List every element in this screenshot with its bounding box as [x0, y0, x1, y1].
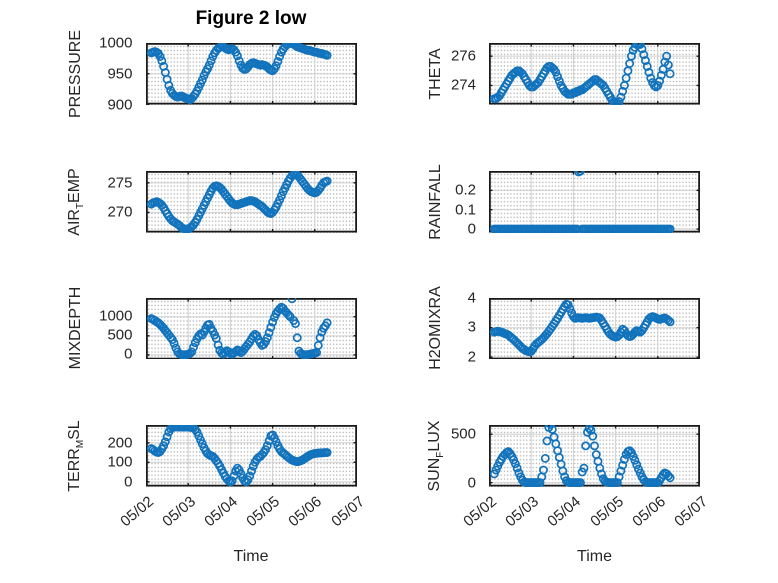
ytick-label-terrmsl: 0: [124, 473, 133, 491]
data-markers-terrmsl: [146, 425, 332, 487]
plot-area-pressure: [145, 43, 357, 105]
subplot-terrmsl: TERRMSL 0 100 200 05/02 05/03 05/04 05/05 05/06 0…: [65, 420, 367, 530]
plot-svg-mixdepth: [145, 297, 357, 359]
ytick-label-airtemp: 270: [107, 203, 133, 221]
ytick-label-theta: 276: [450, 47, 476, 65]
ytick-label-h2omixra: 3: [467, 318, 476, 336]
plot-area-rainfall: [489, 171, 700, 233]
data-markers-rainfall: [489, 171, 675, 233]
ytick-label-airtemp: 275: [107, 174, 133, 192]
ytick-label-mixdepth: 0: [124, 345, 133, 363]
x-axis-title-left: Time: [233, 548, 269, 565]
ytick-label-rainfall: 0.2: [455, 181, 476, 199]
subplot-h2omixra: H2OMIXRA 2 3 4: [427, 286, 700, 370]
ytick-label-h2omixra: 4: [467, 289, 476, 307]
subplot-rainfall: RAINFALL 0 0.1 0.2: [427, 164, 700, 240]
ytick-label-theta: 274: [450, 76, 476, 94]
data-markers-pressure: [146, 43, 332, 105]
plot-svg-pressure: [145, 43, 357, 105]
ytick-label-mixdepth: 500: [107, 326, 133, 344]
ytick-label-h2omixra: 2: [467, 348, 476, 366]
plot-svg-sunflux: [489, 425, 700, 487]
ytick-label-mixdepth: 1000: [99, 307, 133, 325]
subplot-airtemp: AIRTEMP 270 275: [65, 168, 357, 235]
ytick-label-rainfall: 0.1: [455, 201, 476, 219]
plot-area-theta: [489, 43, 700, 105]
x-axis-title-right: Time: [577, 548, 612, 565]
subplot-mixdepth: MIXDEPTH 0 500 1000: [67, 287, 357, 370]
ytick-label-terrmsl: 100: [107, 453, 133, 471]
data-markers-theta: [489, 43, 675, 105]
figure-title: Figure 2 low: [195, 8, 307, 29]
subplot-theta: THETA 274 276: [427, 43, 700, 105]
plot-area-h2omixra: [489, 297, 700, 359]
ytick-label-pressure: 950: [107, 65, 133, 83]
data-markers-h2omixra: [489, 299, 675, 356]
plot-area-airtemp: [145, 171, 357, 233]
data-markers-sunflux: [489, 425, 675, 487]
ytick-label-rainfall: 0: [467, 220, 476, 238]
ytick-label-sunflux: 0: [467, 474, 476, 492]
plot-svg-rainfall: [489, 171, 700, 233]
subplot-pressure: PRESSURE 900 950 1000: [67, 30, 357, 118]
ytick-label-sunflux: 500: [450, 425, 476, 443]
plot-area-mixdepth: [145, 297, 357, 359]
ytick-label-pressure: 900: [107, 96, 133, 113]
plot-svg-terrmsl: [145, 425, 357, 487]
data-markers-mixdepth: [146, 297, 332, 359]
ytick-label-pressure: 1000: [99, 34, 133, 52]
plot-svg-theta: [489, 43, 700, 105]
plot-area-terrmsl: [145, 425, 357, 487]
plot-svg-h2omixra: [489, 297, 700, 359]
plot-area-sunflux: [489, 425, 700, 487]
plot-svg-airtemp: [145, 171, 357, 233]
subplot-sunflux: SUNFLUX 0 500 05/02 05/03 05/04 05/05 05/06 05/0…: [426, 420, 711, 529]
ytick-label-terrmsl: 200: [107, 434, 133, 452]
data-markers-airtemp: [146, 171, 332, 233]
